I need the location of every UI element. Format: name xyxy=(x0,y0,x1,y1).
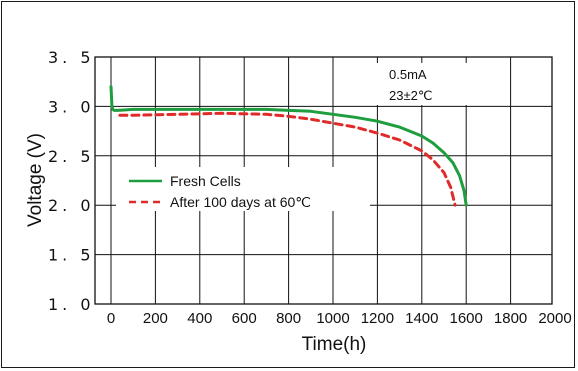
plot-area-border xyxy=(94,56,553,305)
conditions-box xyxy=(376,63,470,105)
x-tick-1800: 1800 xyxy=(494,310,527,327)
y-tick-3: 2. 5 xyxy=(48,147,95,166)
x-tick-1600: 1600 xyxy=(450,310,483,327)
y-tick-4: 3. 0 xyxy=(48,97,95,116)
legend-label-after-100-days: After 100 days at 60℃ xyxy=(170,194,311,210)
x-tick-200: 200 xyxy=(143,310,168,327)
x-axis-label: Time(h) xyxy=(302,334,367,355)
legend-label-fresh-cells: Fresh Cells xyxy=(170,173,241,189)
y-tick-0: 1. 0 xyxy=(48,295,95,314)
x-tick-1200: 1200 xyxy=(361,310,394,327)
x-tick-400: 400 xyxy=(187,310,212,327)
y-axis-label: Voltage (V) xyxy=(25,133,46,227)
x-tick-0: 0 xyxy=(107,310,115,327)
x-tick-1400: 1400 xyxy=(405,310,438,327)
temperature-annotation: 23±2℃ xyxy=(389,88,432,103)
x-tick-1000: 1000 xyxy=(316,310,349,327)
series-line-after-100-days xyxy=(118,111,457,207)
current-annotation: 0.5mA xyxy=(389,67,427,82)
x-tick-2000: 2000 xyxy=(538,310,571,327)
legend-box xyxy=(116,167,370,211)
x-tick-600: 600 xyxy=(232,310,257,327)
y-tick-5: 3. 5 xyxy=(48,48,95,67)
tick-labels: 0 200 400 600 800 1000 1200 1400 1600 1800 2000 1. … xyxy=(48,48,572,327)
y-tick-1: 1. 5 xyxy=(48,246,95,265)
series-line-fresh-cells xyxy=(109,85,468,207)
y-tick-2: 2. 0 xyxy=(48,196,95,215)
series-lines xyxy=(109,85,468,207)
x-tick-800: 800 xyxy=(276,310,301,327)
